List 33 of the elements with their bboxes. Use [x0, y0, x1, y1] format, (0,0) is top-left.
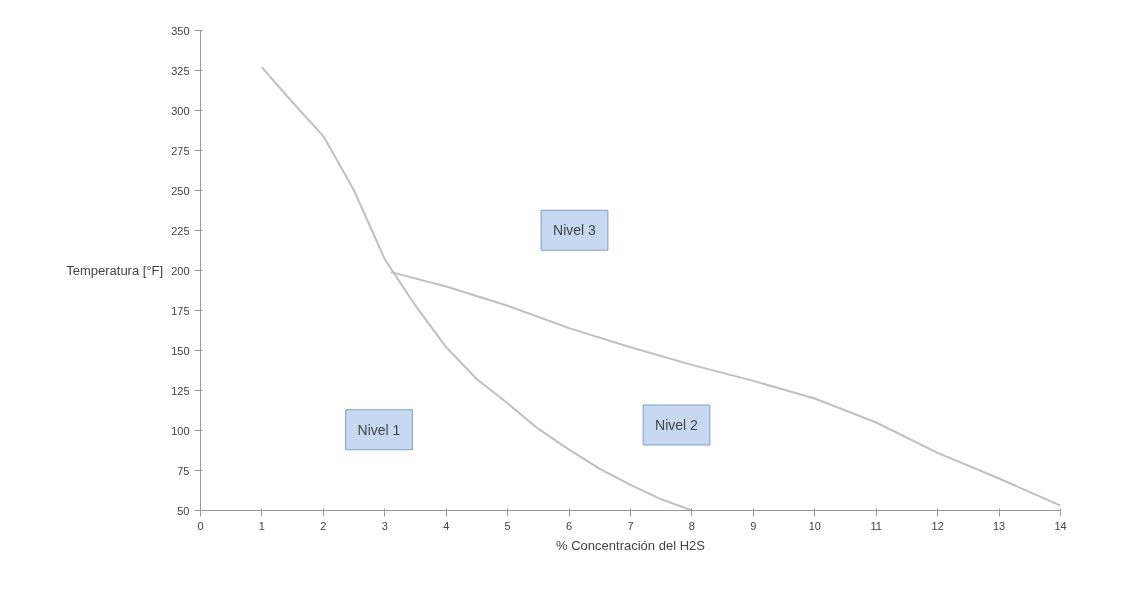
- x-tick-label: 1: [258, 519, 265, 532]
- y-tick-label: 125: [171, 384, 190, 397]
- y-tick-label: 250: [171, 184, 190, 197]
- y-tick-label: 275: [171, 144, 190, 157]
- y-tick-label: 100: [171, 424, 190, 437]
- annotation: Nivel 3: [553, 222, 597, 239]
- annotation: Nivel 2: [655, 417, 699, 433]
- y-tick-label: 300: [171, 104, 190, 117]
- x-tick-label: 7: [627, 519, 634, 532]
- x-tick-label: 12: [931, 519, 944, 532]
- x-tick-label: 11: [870, 519, 882, 532]
- y-axis-title: Temperatura [°F]: [66, 263, 164, 278]
- y-tick-label: 200: [171, 264, 190, 277]
- x-tick-label: 10: [808, 519, 821, 532]
- x-tick-label: 5: [504, 519, 511, 532]
- y-tick-label: 50: [177, 504, 190, 517]
- x-tick-label: 8: [688, 519, 695, 532]
- x-tick-label: 9: [750, 519, 757, 532]
- x-tick-label: 4: [443, 519, 450, 532]
- y-tick-label: 225: [171, 224, 190, 237]
- x-tick-label: 14: [1054, 519, 1067, 532]
- y-tick-label: 350: [171, 24, 190, 37]
- y-tick-label: 325: [171, 64, 190, 77]
- x-tick-label: 6: [566, 519, 573, 532]
- y-tick-label: 175: [171, 304, 190, 317]
- annotation: Nivel 1: [357, 421, 401, 438]
- y-tick-label: 150: [171, 344, 190, 357]
- x-tick-label: 2: [320, 519, 327, 532]
- x-axis-title: % Concentración del H2S: [556, 537, 706, 553]
- x-tick-label: 13: [992, 519, 1006, 532]
- y-tick-label: 75: [177, 464, 190, 477]
- x-tick-label: 3: [381, 519, 388, 532]
- x-tick-label: 0: [197, 519, 204, 532]
